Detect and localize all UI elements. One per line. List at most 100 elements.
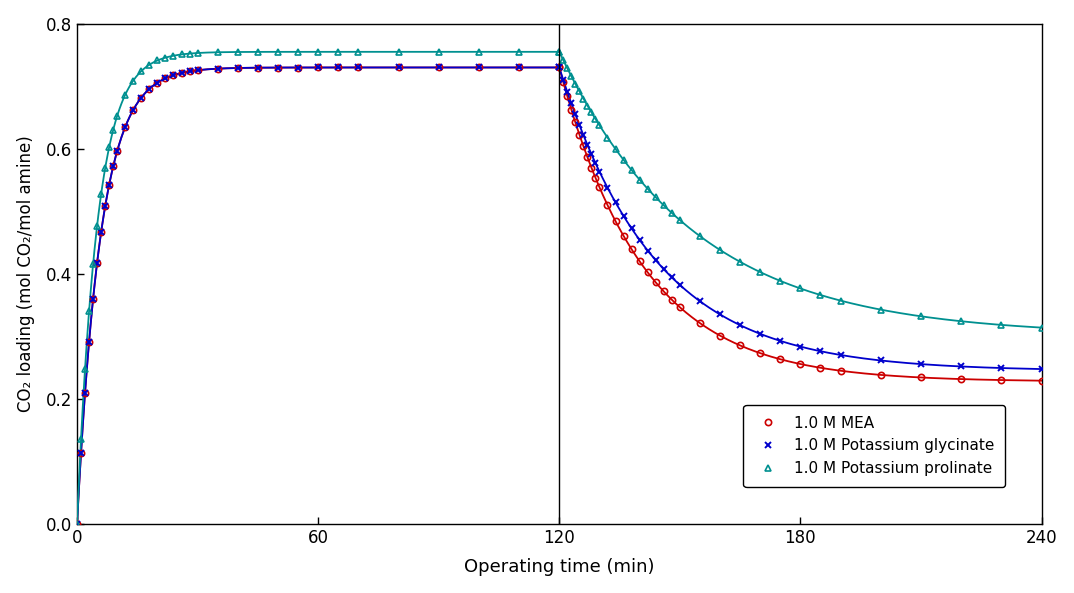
1.0 M Potassium glycinate <box>183 68 195 75</box>
1.0 M Potassium glycinate <box>432 64 445 71</box>
1.0 M Potassium glycinate <box>292 64 305 71</box>
1.0 M MEA <box>292 64 305 71</box>
1.0 M Potassium prolinate <box>191 49 204 56</box>
1.0 M Potassium prolinate <box>332 48 345 55</box>
1.0 M Potassium prolinate <box>272 48 285 55</box>
1.0 M MEA <box>71 521 84 528</box>
1.0 M MEA <box>99 203 112 210</box>
1.0 M MEA <box>83 338 96 345</box>
1.0 M MEA <box>78 389 91 396</box>
Line: 1.0 M Potassium prolinate: 1.0 M Potassium prolinate <box>74 49 563 528</box>
1.0 M MEA <box>311 64 324 71</box>
1.0 M MEA <box>87 295 100 302</box>
1.0 M MEA <box>95 229 107 236</box>
1.0 M Potassium prolinate <box>175 51 188 58</box>
1.0 M MEA <box>168 72 180 79</box>
1.0 M Potassium prolinate <box>311 48 324 55</box>
1.0 M Potassium prolinate <box>127 77 140 84</box>
1.0 M Potassium glycinate <box>473 64 485 71</box>
1.0 M Potassium prolinate <box>87 260 100 267</box>
1.0 M MEA <box>106 163 119 170</box>
1.0 M MEA <box>332 64 345 71</box>
1.0 M MEA <box>392 64 405 71</box>
1.0 M MEA <box>111 148 124 155</box>
1.0 M Potassium prolinate <box>432 48 445 55</box>
1.0 M Potassium prolinate <box>143 61 156 68</box>
1.0 M MEA <box>251 64 264 71</box>
1.0 M MEA <box>135 94 148 101</box>
1.0 M Potassium glycinate <box>111 148 124 155</box>
1.0 M Potassium glycinate <box>127 106 140 113</box>
1.0 M Potassium glycinate <box>392 64 405 71</box>
1.0 M Potassium glycinate <box>74 449 87 457</box>
1.0 M Potassium glycinate <box>103 181 116 189</box>
1.0 M Potassium prolinate <box>83 308 96 315</box>
1.0 M Potassium glycinate <box>99 203 112 210</box>
1.0 M Potassium glycinate <box>83 338 96 345</box>
1.0 M Potassium glycinate <box>352 64 365 71</box>
1.0 M Potassium prolinate <box>119 91 132 98</box>
1.0 M Potassium glycinate <box>332 64 345 71</box>
1.0 M Potassium glycinate <box>159 75 172 82</box>
1.0 M MEA <box>119 123 132 130</box>
1.0 M Potassium prolinate <box>74 435 87 442</box>
1.0 M Potassium prolinate <box>183 50 195 57</box>
1.0 M Potassium glycinate <box>71 521 84 528</box>
1.0 M MEA <box>272 64 285 71</box>
1.0 M MEA <box>143 85 156 93</box>
1.0 M MEA <box>151 79 164 87</box>
1.0 M Potassium glycinate <box>168 72 180 79</box>
1.0 M Potassium glycinate <box>231 65 244 72</box>
1.0 M MEA <box>90 259 103 266</box>
1.0 M Potassium glycinate <box>119 123 132 130</box>
1.0 M Potassium prolinate <box>231 49 244 56</box>
1.0 M Potassium glycinate <box>512 64 525 71</box>
1.0 M MEA <box>512 64 525 71</box>
1.0 M MEA <box>553 64 566 71</box>
1.0 M Potassium prolinate <box>292 48 305 55</box>
1.0 M Potassium prolinate <box>159 54 172 61</box>
1.0 M Potassium glycinate <box>272 64 285 71</box>
1.0 M Potassium prolinate <box>78 365 91 372</box>
X-axis label: Operating time (min): Operating time (min) <box>464 559 654 576</box>
1.0 M MEA <box>127 106 140 113</box>
1.0 M MEA <box>352 64 365 71</box>
1.0 M MEA <box>74 449 87 457</box>
1.0 M Potassium prolinate <box>212 49 224 56</box>
1.0 M MEA <box>231 65 244 72</box>
1.0 M Potassium prolinate <box>392 48 405 55</box>
1.0 M Potassium glycinate <box>553 64 566 71</box>
1.0 M MEA <box>183 68 195 75</box>
1.0 M Potassium prolinate <box>352 48 365 55</box>
1.0 M Potassium glycinate <box>78 389 91 396</box>
1.0 M Potassium glycinate <box>311 64 324 71</box>
1.0 M Potassium glycinate <box>175 69 188 76</box>
1.0 M Potassium prolinate <box>135 68 148 75</box>
Y-axis label: CO₂ loading (mol CO₂/mol amine): CO₂ loading (mol CO₂/mol amine) <box>17 136 34 412</box>
Line: 1.0 M MEA: 1.0 M MEA <box>74 65 563 528</box>
1.0 M MEA <box>191 66 204 74</box>
1.0 M Potassium glycinate <box>143 85 156 93</box>
1.0 M MEA <box>159 75 172 82</box>
1.0 M Potassium glycinate <box>90 259 103 266</box>
1.0 M Potassium prolinate <box>111 112 124 119</box>
1.0 M Potassium prolinate <box>151 57 164 64</box>
1.0 M MEA <box>103 181 116 189</box>
1.0 M MEA <box>432 64 445 71</box>
Line: 1.0 M Potassium glycinate: 1.0 M Potassium glycinate <box>74 65 563 528</box>
1.0 M Potassium glycinate <box>95 229 107 236</box>
1.0 M Potassium prolinate <box>512 48 525 55</box>
1.0 M Potassium prolinate <box>90 222 103 229</box>
1.0 M Potassium prolinate <box>99 165 112 172</box>
1.0 M Potassium glycinate <box>87 295 100 302</box>
1.0 M Potassium glycinate <box>106 163 119 170</box>
1.0 M MEA <box>212 65 224 72</box>
1.0 M Potassium glycinate <box>212 65 224 72</box>
1.0 M MEA <box>175 69 188 76</box>
1.0 M Potassium prolinate <box>71 521 84 528</box>
1.0 M Potassium prolinate <box>168 52 180 59</box>
1.0 M Potassium prolinate <box>553 48 566 55</box>
Legend: 1.0 M MEA, 1.0 M Potassium glycinate, 1.0 M Potassium prolinate: 1.0 M MEA, 1.0 M Potassium glycinate, 1.… <box>743 405 1005 487</box>
1.0 M Potassium glycinate <box>251 64 264 71</box>
1.0 M Potassium prolinate <box>251 49 264 56</box>
